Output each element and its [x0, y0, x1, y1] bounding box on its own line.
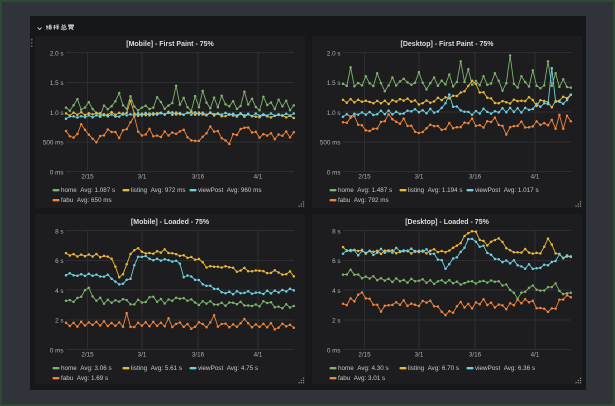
svg-text:1.0 s: 1.0 s	[326, 110, 340, 117]
svg-text:fabu Avg: 1.69 s: fabu Avg: 1.69 s	[61, 375, 108, 382]
svg-text:home Avg: 1.087 s: home Avg: 1.087 s	[61, 187, 115, 194]
svg-text:listing Avg: 5.61 s: listing Avg: 5.61 s	[131, 365, 182, 372]
svg-text:6 s: 6 s	[332, 258, 340, 265]
svg-text:2 s: 2 s	[332, 317, 340, 324]
svg-text:0 ms: 0 ms	[326, 347, 340, 354]
svg-text:2/15: 2/15	[81, 351, 94, 358]
svg-text:4/1: 4/1	[253, 174, 262, 181]
svg-text:[Mobile] - Loaded - 75%: [Mobile] - Loaded - 75%	[130, 219, 209, 226]
svg-text:3/16: 3/16	[468, 351, 481, 358]
svg-text:[Desktop] - First Paint - 75%: [Desktop] - First Paint - 75%	[400, 41, 494, 48]
svg-text:fabu Avg: 3.01 s: fabu Avg: 3.01 s	[338, 375, 385, 382]
svg-text:8 s: 8 s	[55, 228, 63, 235]
svg-text:0 ms: 0 ms	[326, 169, 340, 176]
svg-text:8 s: 8 s	[332, 228, 340, 235]
svg-text:fabu Avg: 792 ms: fabu Avg: 792 ms	[338, 197, 389, 204]
svg-text:4/1: 4/1	[253, 351, 262, 358]
svg-text:1.0 s: 1.0 s	[49, 110, 63, 117]
svg-text:home Avg: 3.06 s: home Avg: 3.06 s	[61, 365, 112, 372]
svg-text:2/15: 2/15	[81, 174, 94, 181]
svg-text:4 s: 4 s	[55, 287, 63, 294]
svg-text:fabu Avg: 650 ms: fabu Avg: 650 ms	[61, 197, 112, 204]
svg-text:3/1: 3/1	[414, 174, 423, 181]
svg-text:500 ms: 500 ms	[319, 140, 340, 147]
svg-text:3/16: 3/16	[191, 351, 204, 358]
svg-text:viewPost Avg: 960 ms: viewPost Avg: 960 ms	[198, 187, 262, 194]
svg-text:0 ms: 0 ms	[49, 347, 63, 354]
svg-text:2.0 s: 2.0 s	[49, 50, 63, 57]
svg-text:3/16: 3/16	[468, 174, 481, 181]
svg-text:[Mobile] - First Paint - 75%: [Mobile] - First Paint - 75%	[126, 41, 214, 48]
svg-text:viewPost Avg: 4.75 s: viewPost Avg: 4.75 s	[198, 365, 258, 372]
svg-text:0 ms: 0 ms	[49, 169, 63, 176]
svg-text:4 s: 4 s	[332, 287, 340, 294]
svg-text:1.5 s: 1.5 s	[49, 80, 63, 87]
svg-text:3/1: 3/1	[137, 351, 146, 358]
svg-text:3/1: 3/1	[137, 174, 146, 181]
svg-text:4/1: 4/1	[530, 174, 539, 181]
svg-text:3/16: 3/16	[191, 174, 204, 181]
svg-text:home Avg: 1.487 s: home Avg: 1.487 s	[338, 187, 392, 194]
svg-text:viewPost Avg: 6.36 s: viewPost Avg: 6.36 s	[475, 365, 535, 372]
svg-text:500 ms: 500 ms	[42, 140, 63, 147]
svg-text:listing Avg: 1.194 s: listing Avg: 1.194 s	[408, 187, 463, 194]
svg-text:2.0 s: 2.0 s	[326, 50, 340, 57]
svg-text:6 s: 6 s	[55, 258, 63, 265]
svg-text:listing Avg: 972 ms: listing Avg: 972 ms	[131, 187, 185, 194]
svg-text:2/15: 2/15	[358, 174, 371, 181]
svg-text:2 s: 2 s	[55, 317, 63, 324]
svg-text:viewPost Avg: 1.017 s: viewPost Avg: 1.017 s	[475, 187, 539, 194]
svg-text:listing Avg: 6.70 s: listing Avg: 6.70 s	[408, 365, 459, 372]
svg-text:1.5 s: 1.5 s	[326, 80, 340, 87]
svg-text:[Desktop] - Loaded - 75%: [Desktop] - Loaded - 75%	[405, 219, 489, 226]
svg-text:4/1: 4/1	[530, 351, 539, 358]
svg-text:3/1: 3/1	[414, 351, 423, 358]
svg-text:2/15: 2/15	[358, 351, 371, 358]
svg-text:home Avg: 4.30 s: home Avg: 4.30 s	[338, 365, 389, 372]
